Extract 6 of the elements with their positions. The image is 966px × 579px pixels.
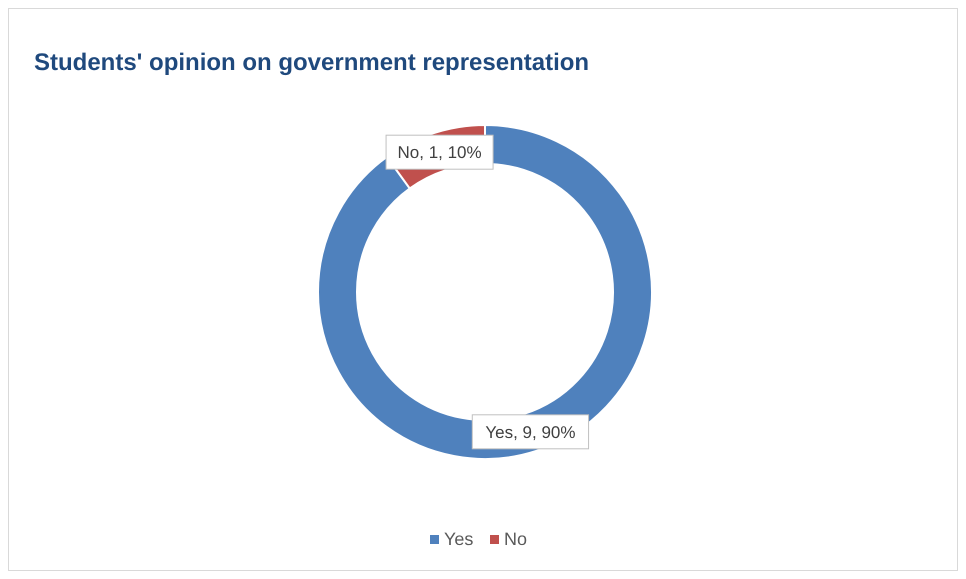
legend-label: No xyxy=(504,529,528,549)
legend-label: Yes xyxy=(444,529,474,549)
data-label: No, 1, 10% xyxy=(398,143,482,162)
data-label: Yes, 9, 90% xyxy=(485,422,576,442)
chart-title: Students' opinion on government representation xyxy=(34,49,590,76)
donut-slice xyxy=(317,124,653,460)
